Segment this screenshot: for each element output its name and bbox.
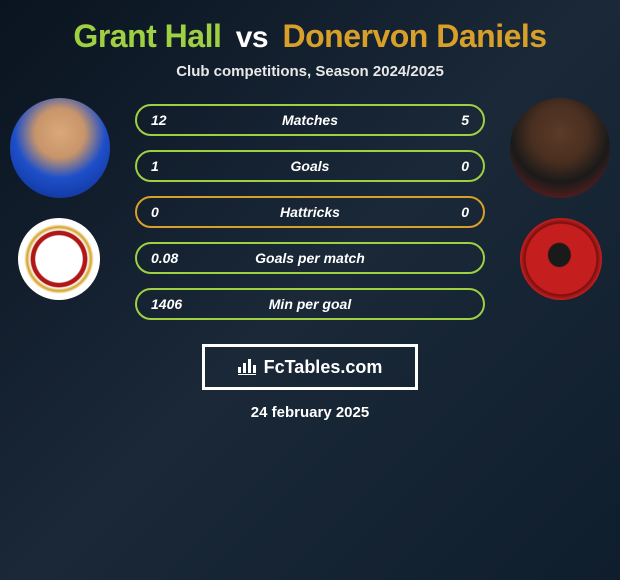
stat-label: Matches: [137, 112, 483, 128]
stat-bar: 12Matches5: [135, 104, 485, 136]
player1-club-logo: [18, 218, 100, 300]
vs-text: vs: [236, 21, 268, 54]
stat-bars: 12Matches5 1Goals0 0Hattricks0 0.08Goals pe…: [135, 104, 485, 334]
stat-label: Min per goal: [137, 296, 483, 312]
stat-bar: 0Hattricks0: [135, 196, 485, 228]
stats-section: 12Matches5 1Goals0 0Hattricks0 0.08Goals pe…: [0, 98, 620, 328]
subtitle: Club competitions, Season 2024/2025: [0, 63, 620, 80]
brand-badge: FcTables.com: [202, 344, 418, 390]
date-text: 24 february 2025: [0, 404, 620, 421]
comparison-card: Grant Hall vs Donervon Daniels Club comp…: [0, 0, 620, 431]
player1-avatar: [10, 98, 110, 198]
player2-club-logo: [520, 218, 602, 300]
player2-avatar: [510, 98, 610, 198]
brand-text: FcTables.com: [264, 357, 383, 378]
stat-label: Goals: [137, 158, 483, 174]
chart-icon: [238, 359, 258, 375]
stat-bar: 0.08Goals per match: [135, 242, 485, 274]
page-title: Grant Hall vs Donervon Daniels: [0, 18, 620, 55]
stat-label: Goals per match: [137, 250, 483, 266]
stat-label: Hattricks: [137, 204, 483, 220]
stat-bar: 1406Min per goal: [135, 288, 485, 320]
stat-bar: 1Goals0: [135, 150, 485, 182]
player2-name: Donervon Daniels: [283, 18, 547, 54]
player1-name: Grant Hall: [73, 18, 221, 54]
